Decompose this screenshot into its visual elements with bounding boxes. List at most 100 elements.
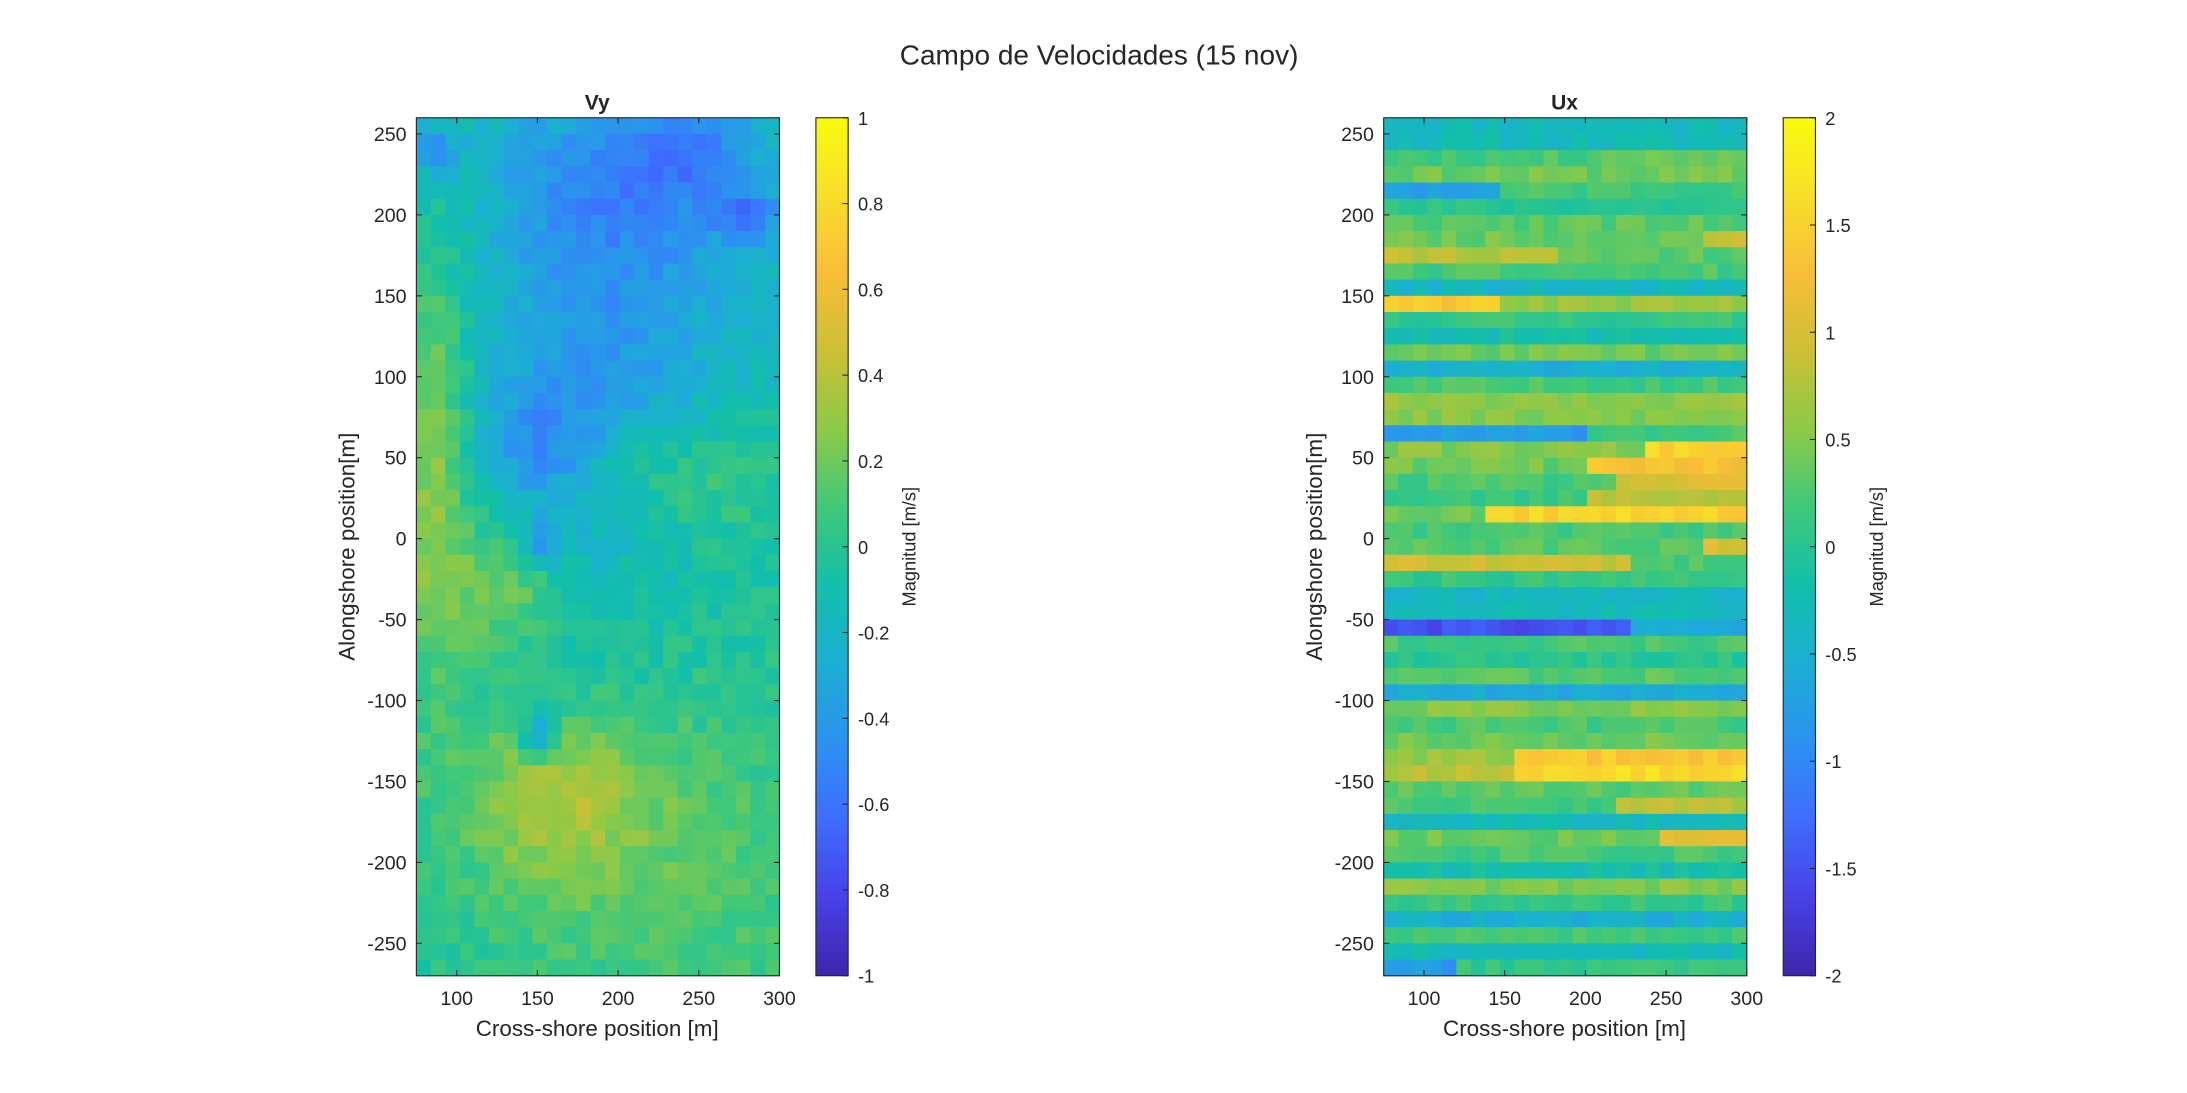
heatmap-cell — [1630, 878, 1646, 896]
heatmap-cell — [561, 198, 577, 216]
heatmap-cell — [518, 765, 534, 783]
heatmap-cell — [1732, 732, 1748, 750]
heatmap-cell — [663, 522, 679, 540]
heatmap-cell — [1470, 927, 1486, 944]
heatmap-cell — [1587, 603, 1603, 621]
heatmap-cell — [1587, 878, 1603, 896]
heatmap-cell — [1717, 133, 1733, 151]
heatmap-cell — [1717, 862, 1733, 880]
heatmap-cell — [1441, 943, 1457, 961]
heatmap-cell — [750, 344, 766, 362]
heatmap-cell — [416, 214, 432, 232]
heatmap-cell — [1485, 295, 1501, 313]
heatmap-cell — [590, 716, 606, 734]
heatmap-cell — [1485, 846, 1501, 863]
heatmap-cell — [1688, 830, 1704, 847]
heatmap-cell — [663, 684, 679, 702]
heatmap-cell — [1703, 587, 1719, 604]
heatmap-cell — [532, 150, 548, 167]
heatmap-cell — [721, 878, 737, 896]
heatmap-cell — [721, 781, 737, 799]
heatmap-cell — [1688, 457, 1704, 475]
heatmap-cell — [503, 668, 519, 685]
heatmap-cell — [474, 328, 490, 345]
heatmap-cell — [663, 781, 679, 799]
heatmap-cell — [1543, 247, 1559, 265]
heatmap-cell — [634, 846, 650, 863]
heatmap-cell — [764, 490, 781, 507]
heatmap-cell — [1456, 198, 1472, 216]
heatmap-cell — [1601, 587, 1617, 604]
heatmap-cell — [706, 295, 722, 313]
heatmap-cell — [503, 409, 519, 426]
heatmap-cell — [1703, 813, 1719, 831]
heatmap-cell — [1456, 571, 1472, 588]
heatmap-cell — [1732, 392, 1748, 410]
heatmap-cell — [445, 571, 461, 588]
heatmap-cell — [750, 943, 766, 961]
heatmap-cell — [459, 392, 476, 410]
heatmap-cell — [459, 295, 476, 313]
heatmap-cell — [721, 830, 737, 847]
heatmap-cell — [634, 409, 650, 426]
heatmap-cell — [1674, 635, 1690, 653]
heatmap-cell — [634, 797, 650, 815]
heatmap-cell — [663, 554, 679, 572]
heatmap-cell — [416, 263, 432, 281]
heatmap-cell — [1630, 441, 1646, 459]
heatmap-cell — [1441, 457, 1457, 475]
heatmap-cell — [1470, 587, 1486, 604]
colorbar-ticks-ux: -2-1.5-1-0.500.511.52 — [1809, 109, 1857, 987]
heatmap-cell — [1557, 943, 1574, 961]
heatmap-cell — [1427, 312, 1443, 329]
heatmap-cell — [532, 943, 548, 961]
heatmap-cell — [445, 878, 461, 896]
heatmap-cell — [532, 587, 548, 604]
heatmap-cell — [1485, 538, 1501, 556]
heatmap-cell — [1601, 603, 1617, 621]
heatmap-cell — [735, 700, 751, 718]
heatmap-cell — [1732, 231, 1748, 248]
heatmap-cell — [1630, 425, 1646, 443]
heatmap-cell — [416, 198, 432, 216]
heatmap-cell — [1528, 749, 1544, 766]
colorbar-tick-label: 0.8 — [858, 195, 883, 215]
heatmap-cell — [1485, 732, 1501, 750]
heatmap-cell — [764, 182, 781, 200]
heatmap-cell — [503, 878, 519, 896]
heatmap-cell — [1383, 490, 1399, 507]
heatmap-cell — [561, 457, 577, 475]
heatmap-cell — [532, 910, 548, 928]
heatmap-cell — [1427, 295, 1443, 313]
heatmap-cell — [1499, 878, 1515, 896]
heatmap-cell — [1485, 425, 1501, 443]
heatmap-cell — [619, 538, 635, 556]
heatmap-cell — [663, 910, 679, 928]
heatmap-cell — [1557, 910, 1574, 928]
heatmap-cell — [430, 473, 446, 491]
heatmap-cell — [735, 295, 751, 313]
heatmap-cell — [1514, 797, 1530, 815]
heatmap-cell — [1528, 231, 1544, 248]
heatmap-cell — [1528, 490, 1544, 507]
y-tick-label: 250 — [1341, 124, 1374, 146]
heatmap-cell — [532, 344, 548, 362]
heatmap-cell — [1688, 716, 1704, 734]
heatmap-cell — [692, 117, 708, 135]
heatmap-cell — [1659, 910, 1675, 928]
heatmap-cell — [634, 862, 650, 880]
heatmap-cell — [1427, 927, 1443, 944]
heatmap-cell — [503, 214, 519, 232]
heatmap-cell — [430, 506, 446, 524]
heatmap-cell — [1659, 328, 1675, 345]
heatmap-cell — [474, 279, 490, 297]
heatmap-cell — [1616, 166, 1632, 184]
heatmap-cell — [1557, 506, 1574, 524]
heatmap-cell — [634, 328, 650, 345]
heatmap-cell — [1688, 959, 1704, 977]
heatmap-cell — [1572, 603, 1588, 621]
heatmap-cell — [416, 279, 432, 297]
heatmap-cell — [1485, 635, 1501, 653]
heatmap-cell — [1499, 684, 1515, 702]
heatmap-cell — [1587, 781, 1603, 799]
